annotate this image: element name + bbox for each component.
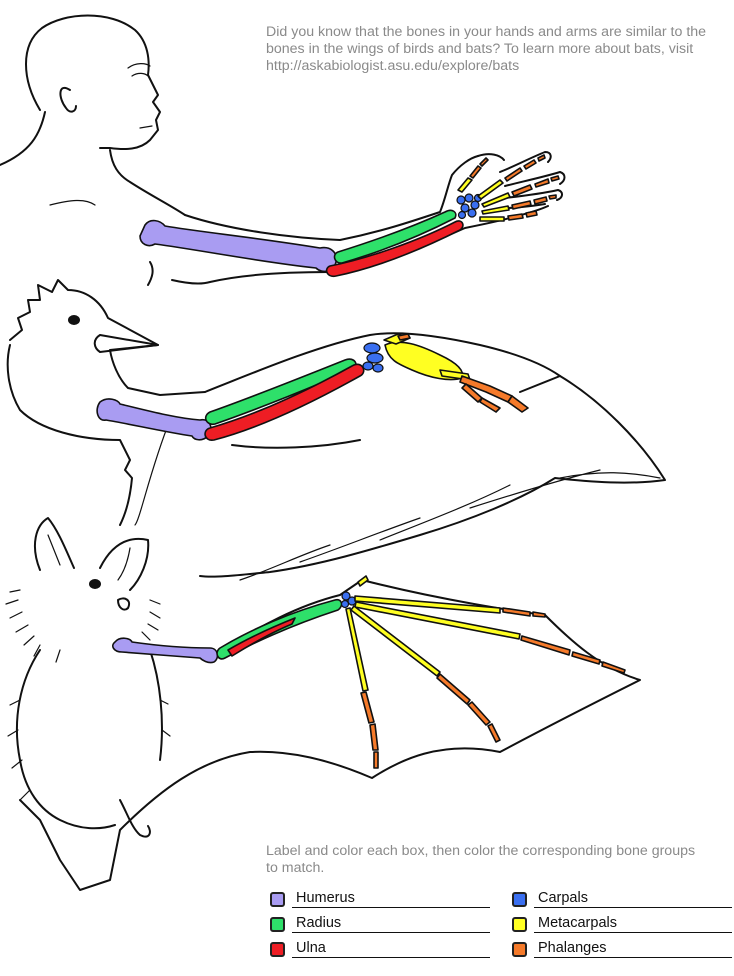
human-neck-front <box>109 149 186 216</box>
bat-eye <box>89 579 101 589</box>
legend-label-phalanges: Phalanges <box>538 940 607 956</box>
bat-fur-face <box>5 589 161 663</box>
label-line[interactable] <box>534 907 732 908</box>
human-ear <box>59 87 77 113</box>
legend-item-carpals: Carpals <box>512 890 732 912</box>
human-hand-outline <box>477 151 566 219</box>
human-arm-top <box>184 155 479 241</box>
legend-label-carpals: Carpals <box>538 890 588 906</box>
human-ulna-bone <box>325 220 464 278</box>
bird-figure <box>6 279 666 581</box>
human-metacarpal-bones <box>457 177 511 222</box>
human-collarbone <box>49 199 96 206</box>
human-phalanx-bones <box>469 154 560 221</box>
metacarpals-color-box[interactable] <box>512 917 527 932</box>
legend-item-metacarpals: Metacarpals <box>512 915 732 937</box>
bat-ulna-bone <box>227 617 296 657</box>
bone-color-legend: Humerus Radius Ulna Carpals Metacarpals … <box>270 890 732 970</box>
human-figure <box>0 14 566 286</box>
legend-label-humerus: Humerus <box>296 890 355 906</box>
radius-color-box[interactable] <box>270 917 285 932</box>
bird-phalanx-bones <box>397 333 529 413</box>
bat-humerus-bone <box>112 637 219 664</box>
bat-foot <box>119 799 151 838</box>
bat-body <box>15 649 163 830</box>
bat-body-fur <box>7 699 171 801</box>
label-line[interactable] <box>292 932 490 933</box>
carpals-color-box[interactable] <box>512 892 527 907</box>
intro-text: Did you know that the bones in your hand… <box>266 24 707 74</box>
ulna-color-box[interactable] <box>270 942 285 957</box>
bat-phalanx-bones <box>360 607 626 769</box>
bird-head-outline <box>9 279 206 396</box>
human-mouth <box>139 125 153 129</box>
bat-carpal-bones <box>340 591 357 609</box>
bird-ulna-bone <box>204 363 365 441</box>
legend-item-radius: Radius <box>270 915 490 937</box>
bat-nose <box>117 597 130 611</box>
bird-carpal-bones <box>362 342 384 373</box>
legend-item-ulna: Ulna <box>270 940 490 962</box>
legend-label-metacarpals: Metacarpals <box>538 915 617 931</box>
phalanges-color-box[interactable] <box>512 942 527 957</box>
bird-feather-lines <box>134 419 661 581</box>
bat-metacarpal-bones <box>345 575 521 692</box>
bat-figure <box>5 517 641 891</box>
legend-item-phalanges: Phalanges <box>512 940 732 962</box>
bird-beak <box>93 334 159 353</box>
label-line[interactable] <box>534 957 732 958</box>
human-carpal-bones <box>456 193 483 220</box>
human-brow <box>127 63 151 69</box>
bird-humerus-bone <box>96 398 212 441</box>
bat-ears <box>33 517 150 591</box>
bat-inner-ear <box>47 534 131 581</box>
bird-wing-trailing-edge <box>199 375 666 578</box>
human-radius-bone <box>333 209 457 264</box>
legend-item-humerus: Humerus <box>270 890 490 912</box>
bird-chest <box>6 344 133 526</box>
human-neck-back <box>0 111 46 166</box>
bat-wing-membrane <box>19 579 641 891</box>
label-line[interactable] <box>534 932 732 933</box>
bird-wing-leading-edge <box>204 332 561 393</box>
humerus-color-box[interactable] <box>270 892 285 907</box>
legend-label-ulna: Ulna <box>296 940 326 956</box>
instructions-text: Label and color each box, then color the… <box>266 843 696 876</box>
label-line[interactable] <box>292 957 490 958</box>
human-eye <box>131 72 149 77</box>
bird-eye <box>68 315 80 325</box>
human-head-outline <box>25 14 161 150</box>
label-line[interactable] <box>292 907 490 908</box>
legend-label-radius: Radius <box>296 915 342 931</box>
